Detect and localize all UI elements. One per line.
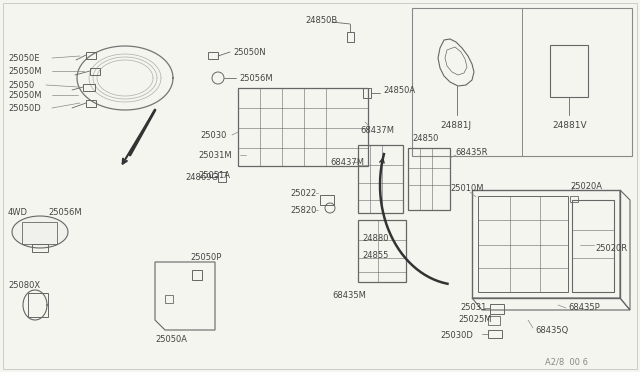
Text: 68435P: 68435P	[568, 304, 600, 312]
Bar	[363, 88, 371, 98]
Bar	[572, 200, 614, 292]
Text: 25050A: 25050A	[155, 336, 187, 344]
Bar	[358, 145, 403, 213]
Text: 25025M: 25025M	[458, 315, 492, 324]
Text: 24850: 24850	[412, 134, 438, 142]
Text: 25050P: 25050P	[190, 253, 221, 263]
Text: 25051A: 25051A	[198, 170, 230, 180]
Text: 68435R: 68435R	[455, 148, 488, 157]
Text: 25020R: 25020R	[595, 244, 627, 253]
Bar	[488, 330, 502, 338]
Text: 25050D: 25050D	[8, 103, 41, 112]
Text: 68437M: 68437M	[360, 125, 394, 135]
Bar	[28, 293, 48, 317]
Text: 25050N: 25050N	[233, 48, 266, 57]
Text: 25031: 25031	[460, 304, 486, 312]
Text: 25820: 25820	[290, 205, 316, 215]
Text: 24880: 24880	[362, 234, 388, 243]
Text: 68435Q: 68435Q	[535, 326, 568, 334]
Text: 68437M: 68437M	[330, 157, 364, 167]
Bar	[550, 45, 588, 97]
Text: 25080X: 25080X	[8, 280, 40, 289]
Text: 25020A: 25020A	[570, 182, 602, 190]
Text: 25010M: 25010M	[450, 183, 483, 192]
Bar	[208, 52, 218, 59]
Bar	[83, 84, 95, 91]
Text: 68435M: 68435M	[332, 291, 366, 299]
Text: 25050E: 25050E	[8, 54, 40, 62]
Bar	[472, 190, 620, 298]
Bar	[86, 52, 96, 59]
Bar	[165, 295, 173, 303]
Text: 24855: 24855	[362, 250, 388, 260]
Bar	[490, 304, 504, 314]
Text: 25050M: 25050M	[8, 67, 42, 76]
Bar	[192, 270, 202, 280]
Bar	[347, 32, 354, 42]
Text: 25022: 25022	[290, 189, 316, 198]
Bar	[86, 100, 96, 107]
Bar	[320, 195, 334, 205]
Text: 4WD: 4WD	[8, 208, 28, 217]
Text: 24881J: 24881J	[440, 121, 471, 129]
Text: 25030D: 25030D	[440, 330, 473, 340]
Text: 24869G: 24869G	[185, 173, 218, 182]
Text: 25056M: 25056M	[48, 208, 82, 217]
Text: 24850A: 24850A	[383, 86, 415, 94]
Bar	[238, 88, 368, 166]
Bar	[32, 244, 48, 252]
Text: 25030: 25030	[200, 131, 227, 140]
Bar	[488, 316, 500, 325]
Bar	[570, 196, 578, 202]
Text: 25031M: 25031M	[198, 151, 232, 160]
Polygon shape	[12, 216, 68, 248]
Bar	[408, 148, 450, 210]
Text: 24850B: 24850B	[305, 16, 337, 25]
Text: A2/8  00 6: A2/8 00 6	[545, 357, 588, 366]
Bar	[218, 172, 226, 182]
Bar	[22, 222, 57, 244]
Bar	[358, 220, 406, 282]
Text: 24881V: 24881V	[552, 121, 587, 129]
Text: 25056M: 25056M	[239, 74, 273, 83]
Bar	[478, 196, 568, 292]
Text: 25050: 25050	[8, 80, 35, 90]
Bar	[90, 68, 100, 75]
Bar	[412, 8, 632, 156]
Text: 25050M: 25050M	[8, 90, 42, 99]
